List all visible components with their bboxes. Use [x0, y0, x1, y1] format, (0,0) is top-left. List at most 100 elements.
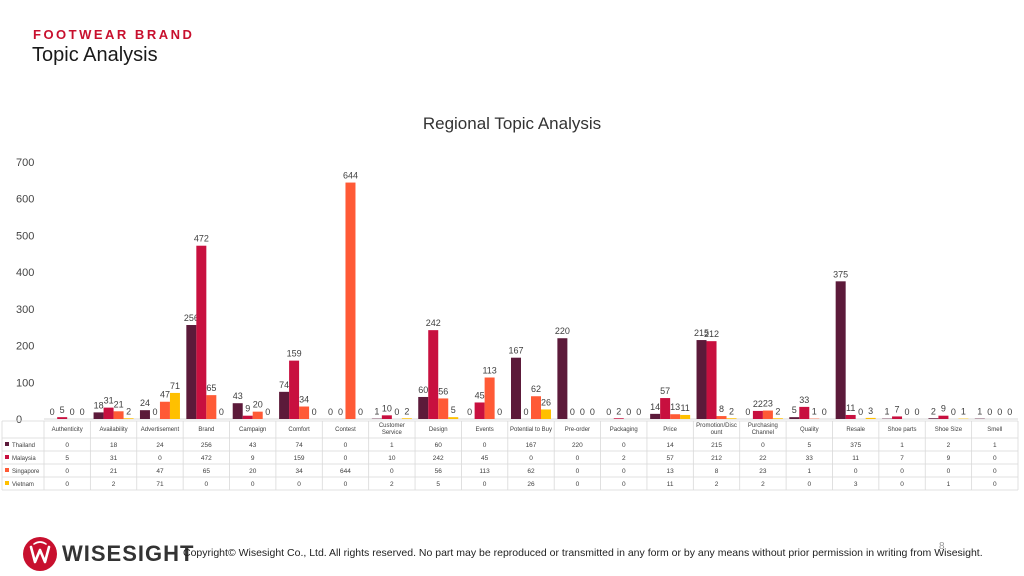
data-label: 26 [541, 397, 551, 407]
bar [345, 182, 356, 419]
data-label: 47 [160, 390, 170, 400]
table-cell: 0 [622, 442, 626, 449]
table-cell: 0 [993, 481, 997, 488]
bar [716, 416, 727, 419]
legend-key [5, 455, 9, 459]
table-cell: 47 [156, 468, 164, 475]
bar [279, 391, 290, 419]
category-label: Events [475, 427, 493, 433]
table-cell: 11 [667, 481, 674, 488]
data-label: 1 [961, 407, 966, 417]
bar [57, 417, 68, 419]
bar [696, 340, 707, 419]
data-label: 0 [570, 407, 575, 417]
table-cell: 9 [947, 455, 951, 462]
table-cell: 10 [388, 455, 396, 462]
bar [103, 407, 114, 419]
table-cell: 0 [576, 481, 580, 488]
table-cell: 2 [947, 442, 951, 449]
bar [139, 410, 150, 419]
bar [252, 411, 263, 419]
data-label: 1 [812, 407, 817, 417]
data-label: 2 [404, 406, 409, 416]
data-label: 24 [140, 398, 150, 408]
data-label: 0 [745, 407, 750, 417]
data-label: 0 [822, 407, 827, 417]
table-cell: 0 [344, 442, 348, 449]
data-label: 1 [977, 407, 982, 417]
bar [892, 416, 903, 419]
table-cell: 18 [110, 442, 118, 449]
bar [845, 414, 856, 419]
table-cell: 0 [483, 442, 487, 449]
data-label: 0 [265, 407, 270, 417]
data-label: 18 [94, 400, 104, 410]
table-cell: 56 [435, 468, 443, 475]
table-cell: 1 [807, 468, 811, 475]
data-label: 0 [497, 407, 502, 417]
table-cell: 5 [436, 481, 440, 488]
data-label: 65 [206, 383, 216, 393]
table-cell: 65 [203, 468, 211, 475]
data-label: 242 [426, 318, 441, 328]
data-label: 0 [523, 407, 528, 417]
chart-title: Regional Topic Analysis [422, 114, 602, 133]
bar [928, 418, 939, 419]
table-cell: 0 [344, 481, 348, 488]
table-cell: 256 [201, 442, 212, 449]
logo-text: WISESIGHT [62, 541, 195, 566]
data-label: 23 [763, 399, 773, 409]
table-cell: 14 [667, 442, 675, 449]
bar [726, 418, 737, 419]
table-cell: 1 [390, 442, 394, 449]
data-label: 11 [846, 403, 855, 413]
wisesight-logo-icon [23, 537, 57, 571]
data-label: 0 [858, 407, 863, 417]
data-label: 0 [915, 407, 920, 417]
data-label: 220 [555, 326, 570, 336]
table-cell: 0 [622, 468, 626, 475]
category-label: Price [663, 427, 677, 433]
data-label: 0 [152, 407, 157, 417]
y-tick-label: 300 [16, 304, 34, 316]
data-label: 62 [531, 384, 541, 394]
table-cell: 0 [993, 455, 997, 462]
legend-key [5, 481, 9, 485]
bar [448, 417, 459, 419]
data-label: 14 [650, 402, 660, 412]
data-label: 5 [60, 405, 65, 415]
table-cell: 21 [110, 468, 118, 475]
bar [772, 418, 783, 419]
data-label: 34 [299, 395, 309, 405]
data-label: 215 [694, 328, 709, 338]
bar [289, 360, 300, 419]
table-cell: 45 [481, 455, 489, 462]
data-label: 3 [868, 406, 873, 416]
table-cell: 0 [483, 481, 487, 488]
bar [789, 417, 800, 419]
bar [484, 377, 495, 419]
data-label: 13 [670, 402, 680, 412]
y-tick-label: 600 [16, 194, 34, 206]
data-label: 10 [382, 403, 392, 413]
data-label: 43 [233, 391, 243, 401]
data-label: 0 [467, 407, 472, 417]
data-label: 2 [775, 406, 780, 416]
table-cell: 0 [761, 442, 765, 449]
table-cell: 62 [527, 468, 535, 475]
data-label: 2 [616, 406, 621, 416]
data-label: 5 [792, 405, 797, 415]
data-label: 0 [358, 407, 363, 417]
data-label: 71 [170, 381, 180, 391]
table-cell: 220 [572, 442, 583, 449]
bar [206, 395, 217, 419]
data-label: 20 [253, 400, 263, 410]
bar [670, 414, 681, 419]
category-label: Purchasing [748, 423, 778, 429]
table-cell: 0 [158, 455, 162, 462]
data-label: 2 [126, 406, 131, 416]
table-cell: 113 [479, 468, 490, 475]
y-tick-label: 500 [16, 230, 34, 242]
table-cell: 0 [529, 455, 533, 462]
category-label: Promotion/Disc [696, 423, 737, 429]
